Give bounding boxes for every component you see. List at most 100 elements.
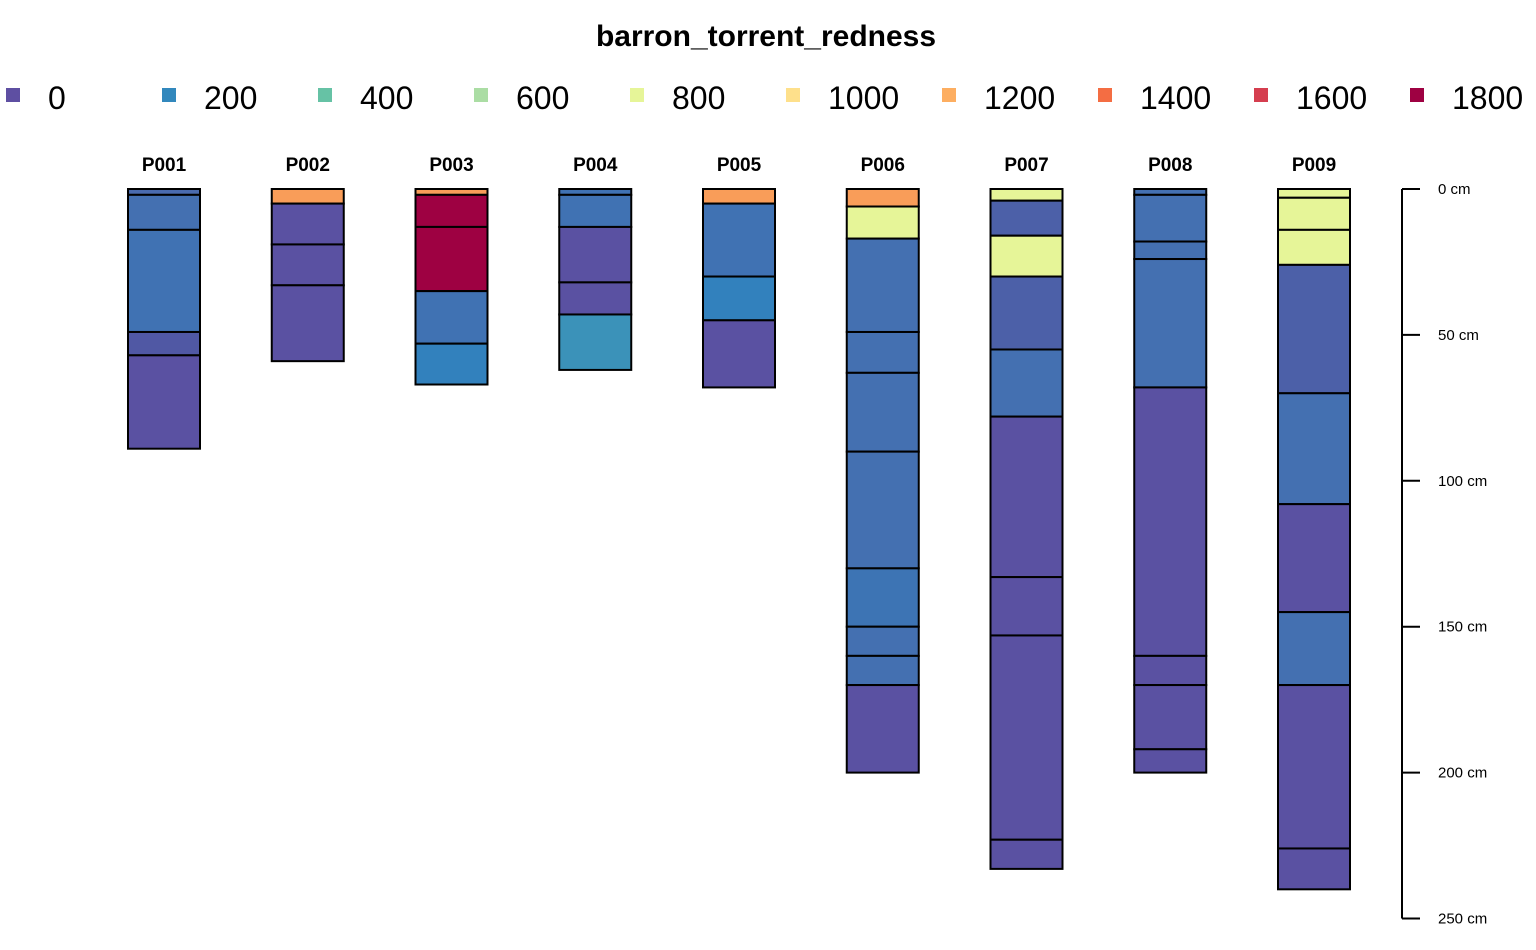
horizon-P006-9 [845, 654, 920, 687]
horizon-P008-8 [1133, 748, 1208, 774]
legend-label-800: 800 [672, 80, 725, 116]
horizon-P008-4 [1133, 258, 1208, 389]
horizon-P009-1 [1277, 188, 1351, 199]
legend-label-1400: 1400 [1140, 80, 1211, 116]
legend-label-1200: 1200 [984, 80, 1055, 116]
legend-swatch-1200 [942, 88, 956, 102]
legend-label-0: 0 [48, 80, 66, 116]
horizon-P001-5 [127, 354, 201, 450]
horizon-P009-8 [1277, 684, 1351, 850]
depth-tick-label: 0 cm [1438, 181, 1471, 198]
horizon-P006-8 [845, 625, 920, 657]
profile-P001: P001 [127, 155, 201, 450]
horizon-P007-3 [989, 234, 1064, 278]
horizon-P005-3 [702, 275, 776, 322]
horizon-P006-6 [845, 450, 920, 570]
horizon-P005-4 [702, 319, 776, 389]
profile-P005: P005 [702, 155, 776, 389]
legend-label-1800: 1800 [1452, 80, 1523, 116]
depth-tick-label: 100 cm [1438, 473, 1487, 490]
horizon-P009-3 [1277, 228, 1351, 266]
horizon-P004-2 [558, 193, 633, 228]
horizon-P006-5 [845, 371, 920, 453]
profile-P004: P004 [558, 155, 633, 371]
horizon-P005-2 [702, 202, 776, 278]
legend: 0 200 400 600 800 1000 1200 1400 1600 1800 [6, 80, 1523, 116]
horizon-P004-5 [558, 313, 633, 371]
horizon-P007-5 [989, 348, 1064, 418]
horizon-P009-2 [1277, 196, 1351, 231]
horizon-P004-3 [558, 225, 633, 284]
profile-P006: P006 [845, 155, 920, 774]
horizon-P008-7 [1133, 684, 1208, 751]
horizon-P003-2 [414, 193, 489, 228]
horizon-P006-10 [845, 684, 920, 774]
legend-swatch-1600 [1254, 88, 1268, 102]
horizon-P009-7 [1277, 611, 1351, 687]
horizon-P003-3 [414, 225, 489, 293]
profile-P003: P003 [414, 155, 489, 386]
profile-P008: P008 [1133, 155, 1208, 774]
horizon-P008-6 [1133, 654, 1208, 687]
legend-swatch-1400 [1098, 88, 1112, 102]
horizon-P002-2 [270, 202, 345, 246]
horizon-P005-1 [702, 188, 776, 205]
horizon-P009-5 [1277, 392, 1351, 506]
horizon-P007-7 [989, 576, 1064, 637]
legend-swatch-600 [474, 88, 488, 102]
horizon-P001-4 [127, 330, 201, 357]
legend-swatch-400 [318, 88, 332, 102]
profile-label: P001 [142, 155, 187, 176]
horizon-P007-1 [989, 188, 1064, 202]
depth-axis: 0 cm 50 cm 100 cm 150 cm 200 cm 250 cm [1401, 181, 1487, 928]
horizon-P006-3 [845, 237, 920, 333]
profile-label: P003 [429, 155, 473, 176]
horizon-P009-4 [1277, 263, 1351, 395]
horizon-P001-3 [127, 228, 201, 333]
legend-label-200: 200 [204, 80, 257, 116]
horizon-P006-4 [845, 330, 920, 374]
horizon-P001-2 [127, 193, 201, 231]
horizon-P007-2 [989, 199, 1064, 237]
horizon-P006-7 [845, 567, 920, 628]
legend-swatch-1000 [786, 88, 800, 102]
horizon-P008-3 [1133, 240, 1208, 261]
horizon-P002-1 [270, 188, 345, 205]
horizon-P008-2 [1133, 193, 1208, 243]
profile-label: P002 [286, 155, 330, 176]
depth-tick-label: 200 cm [1438, 765, 1487, 782]
profile-P002: P002 [270, 155, 345, 363]
horizon-P009-6 [1277, 503, 1351, 614]
horizon-P007-4 [989, 275, 1064, 351]
profile-label: P008 [1148, 155, 1192, 176]
legend-label-1600: 1600 [1296, 80, 1367, 116]
horizon-P007-8 [989, 634, 1064, 841]
profile-label: P009 [1292, 155, 1336, 176]
profile-P009: P009 [1277, 155, 1351, 891]
chart-title: barron_torrent_redness [596, 20, 936, 53]
horizon-P007-6 [989, 415, 1064, 579]
depth-tick-label: 50 cm [1438, 327, 1479, 344]
profile-label: P007 [1004, 155, 1048, 176]
legend-swatch-200 [162, 88, 176, 102]
legend-swatch-800 [630, 88, 644, 102]
horizon-P006-1 [845, 188, 920, 208]
horizon-P003-4 [414, 290, 489, 345]
legend-label-1000: 1000 [828, 80, 899, 116]
depth-tick-label: 150 cm [1438, 619, 1487, 636]
depth-tick-label: 250 cm [1438, 911, 1487, 928]
horizon-P008-5 [1133, 386, 1208, 657]
horizon-P002-4 [270, 284, 345, 363]
horizon-P002-3 [270, 243, 345, 287]
profiles: P001 P002 P003 P004 P005 P006 P007 P008 P009 [127, 155, 1351, 891]
legend-swatch-1800 [1410, 88, 1424, 102]
legend-swatch-0 [6, 88, 20, 102]
horizon-P006-2 [845, 205, 920, 240]
profile-label: P005 [717, 155, 762, 176]
horizon-P004-4 [558, 281, 633, 316]
profile-label: P004 [573, 155, 618, 176]
horizon-P007-9 [989, 838, 1064, 870]
horizon-P003-5 [414, 342, 489, 386]
profile-P007: P007 [989, 155, 1064, 870]
